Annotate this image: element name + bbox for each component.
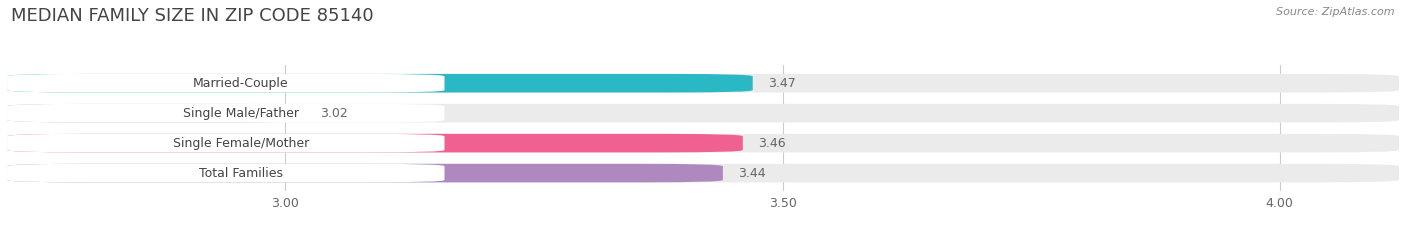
FancyBboxPatch shape	[7, 134, 1399, 152]
FancyBboxPatch shape	[7, 104, 305, 123]
Text: Single Male/Father: Single Male/Father	[183, 107, 298, 120]
Text: Source: ZipAtlas.com: Source: ZipAtlas.com	[1277, 7, 1395, 17]
FancyBboxPatch shape	[7, 74, 444, 93]
Text: 3.02: 3.02	[321, 107, 347, 120]
Text: Total Families: Total Families	[198, 167, 283, 180]
Text: MEDIAN FAMILY SIZE IN ZIP CODE 85140: MEDIAN FAMILY SIZE IN ZIP CODE 85140	[11, 7, 374, 25]
Text: 3.47: 3.47	[768, 77, 796, 90]
FancyBboxPatch shape	[7, 104, 1399, 123]
FancyBboxPatch shape	[7, 134, 742, 152]
Text: Married-Couple: Married-Couple	[193, 77, 288, 90]
Text: Single Female/Mother: Single Female/Mother	[173, 137, 309, 150]
FancyBboxPatch shape	[7, 74, 752, 93]
FancyBboxPatch shape	[7, 164, 444, 182]
FancyBboxPatch shape	[7, 134, 444, 152]
FancyBboxPatch shape	[7, 104, 444, 123]
Text: 3.46: 3.46	[758, 137, 786, 150]
FancyBboxPatch shape	[7, 74, 1399, 93]
FancyBboxPatch shape	[7, 164, 1399, 182]
FancyBboxPatch shape	[7, 164, 723, 182]
Text: 3.44: 3.44	[738, 167, 765, 180]
